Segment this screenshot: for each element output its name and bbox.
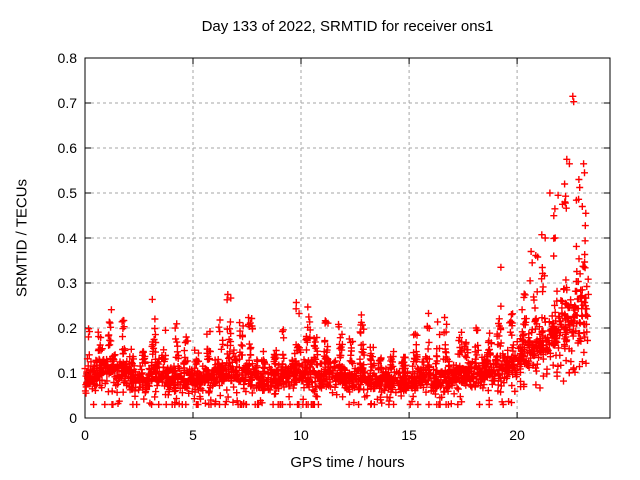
y-tick-label: 0.5	[58, 185, 78, 201]
y-tick-label: 0.1	[58, 365, 78, 381]
x-tick-label: 0	[81, 427, 89, 443]
x-tick-label: 20	[509, 427, 525, 443]
x-tick-label: 5	[189, 427, 197, 443]
y-tick-label: 0.4	[58, 230, 78, 246]
y-tick-label: 0.3	[58, 275, 78, 291]
y-tick-label: 0.2	[58, 320, 78, 336]
chart-title: Day 133 of 2022, SRMTID for receiver ons…	[201, 18, 494, 35]
grid-lines	[85, 58, 610, 418]
y-tick-label: 0	[69, 410, 77, 426]
y-tick-label: 0.7	[58, 95, 78, 111]
y-tick-label: 0.6	[58, 140, 78, 156]
y-tick-label: 0.8	[58, 50, 78, 66]
x-tick-label: 10	[293, 427, 309, 443]
x-axis-label: GPS time / hours	[290, 454, 405, 471]
x-tick-label: 15	[401, 427, 417, 443]
data-points	[81, 92, 592, 408]
